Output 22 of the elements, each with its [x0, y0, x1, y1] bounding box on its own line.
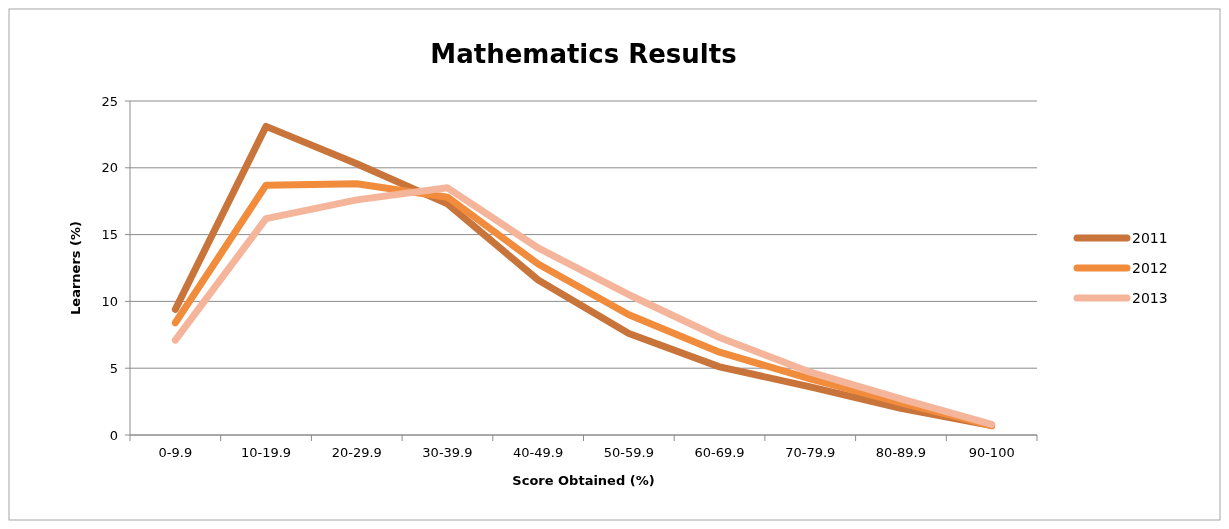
chart-title: Mathematics Results — [430, 39, 737, 69]
x-tick-label: 40-49.9 — [513, 445, 564, 460]
y-tick-label: 10 — [101, 293, 118, 309]
x-tick-label: 50-59.9 — [603, 445, 654, 460]
y-axis-title: Learners (%) — [68, 221, 83, 315]
x-axis-title: Score Obtained (%) — [512, 473, 655, 488]
y-tick-label: 0 — [109, 427, 118, 443]
x-tick-label: 30-39.9 — [422, 445, 473, 460]
x-tick-label: 0-9.9 — [158, 445, 193, 460]
y-tick-label: 25 — [101, 93, 118, 109]
x-tick-label: 20-29.9 — [331, 445, 382, 460]
y-tick-label: 15 — [101, 227, 118, 243]
x-tick-label: 90-100 — [968, 445, 1015, 460]
x-tick-label: 70-79.9 — [785, 445, 836, 460]
x-tick-label: 60-69.9 — [694, 445, 745, 460]
legend-label: 2011 — [1132, 229, 1168, 246]
y-tick-label: 5 — [109, 360, 118, 376]
x-tick-label: 10-19.9 — [240, 445, 292, 460]
legend-label: 2013 — [1132, 289, 1168, 306]
x-tick-label: 80-89.9 — [875, 445, 927, 460]
y-tick-label: 20 — [101, 160, 118, 176]
legend-label: 2012 — [1132, 259, 1168, 276]
